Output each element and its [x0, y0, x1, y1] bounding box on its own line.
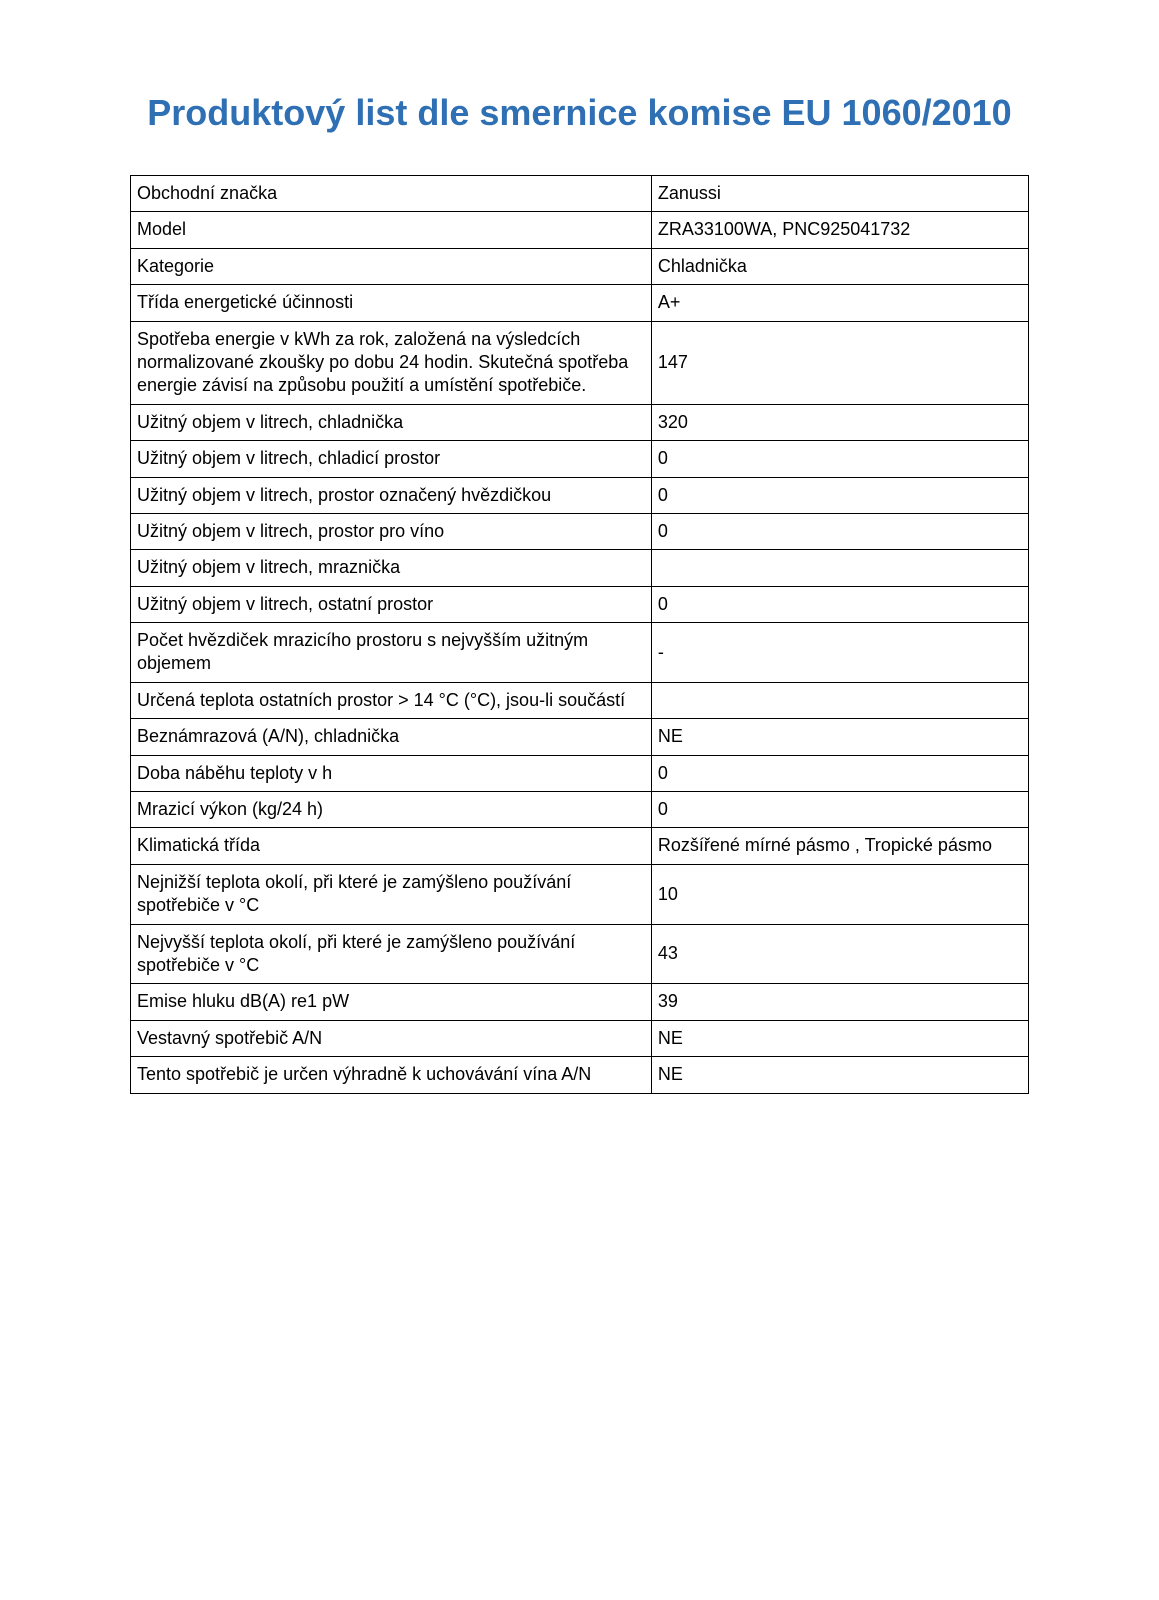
table-row: Užitný objem v litrech, chladicí prostor…	[131, 441, 1029, 477]
table-row: Užitný objem v litrech, prostor pro víno…	[131, 513, 1029, 549]
row-label: Nejnižší teplota okolí, při které je zam…	[131, 864, 652, 924]
row-value	[651, 550, 1028, 586]
table-row: Vestavný spotřebič A/NNE	[131, 1020, 1029, 1056]
row-value: NE	[651, 1020, 1028, 1056]
table-row: Tento spotřebič je určen výhradně k ucho…	[131, 1057, 1029, 1093]
row-label: Tento spotřebič je určen výhradně k ucho…	[131, 1057, 652, 1093]
row-label: Třída energetické účinnosti	[131, 285, 652, 321]
table-row: ModelZRA33100WA, PNC925041732	[131, 212, 1029, 248]
row-label: Užitný objem v litrech, prostor označený…	[131, 477, 652, 513]
page: Produktový list dle smernice komise EU 1…	[0, 0, 1159, 1600]
row-value: Zanussi	[651, 176, 1028, 212]
table-row: Mrazicí výkon (kg/24 h)0	[131, 792, 1029, 828]
product-fiche-table: Obchodní značkaZanussiModelZRA33100WA, P…	[130, 175, 1029, 1094]
row-label: Užitný objem v litrech, prostor pro víno	[131, 513, 652, 549]
row-value: Rozšířené mírné pásmo , Tropické pásmo	[651, 828, 1028, 864]
row-value: ZRA33100WA, PNC925041732	[651, 212, 1028, 248]
row-value: 0	[651, 477, 1028, 513]
row-value: 320	[651, 404, 1028, 440]
table-body: Obchodní značkaZanussiModelZRA33100WA, P…	[131, 176, 1029, 1094]
row-value: 10	[651, 864, 1028, 924]
row-label: Mrazicí výkon (kg/24 h)	[131, 792, 652, 828]
row-value: 43	[651, 924, 1028, 984]
row-value: NE	[651, 719, 1028, 755]
table-row: Určená teplota ostatních prostor > 14 °C…	[131, 682, 1029, 718]
row-label: Vestavný spotřebič A/N	[131, 1020, 652, 1056]
table-row: Beznámrazová (A/N), chladničkaNE	[131, 719, 1029, 755]
table-row: Nejnižší teplota okolí, při které je zam…	[131, 864, 1029, 924]
table-row: Obchodní značkaZanussi	[131, 176, 1029, 212]
row-label: Užitný objem v litrech, chladnička	[131, 404, 652, 440]
table-row: Emise hluku dB(A) re1 pW39	[131, 984, 1029, 1020]
table-row: Doba náběhu teploty v h0	[131, 755, 1029, 791]
table-row: Užitný objem v litrech, ostatní prostor0	[131, 586, 1029, 622]
table-row: Užitný objem v litrech, mraznička	[131, 550, 1029, 586]
row-label: Užitný objem v litrech, mraznička	[131, 550, 652, 586]
row-label: Spotřeba energie v kWh za rok, založená …	[131, 321, 652, 404]
row-label: Doba náběhu teploty v h	[131, 755, 652, 791]
row-label: Beznámrazová (A/N), chladnička	[131, 719, 652, 755]
row-label: Užitný objem v litrech, ostatní prostor	[131, 586, 652, 622]
row-value: 0	[651, 755, 1028, 791]
table-row: Spotřeba energie v kWh za rok, založená …	[131, 321, 1029, 404]
page-title: Produktový list dle smernice komise EU 1…	[130, 90, 1029, 135]
table-row: Nejvyšší teplota okolí, při které je zam…	[131, 924, 1029, 984]
row-label: Kategorie	[131, 248, 652, 284]
row-value: 0	[651, 792, 1028, 828]
row-value: 39	[651, 984, 1028, 1020]
row-label: Užitný objem v litrech, chladicí prostor	[131, 441, 652, 477]
row-label: Obchodní značka	[131, 176, 652, 212]
row-value: NE	[651, 1057, 1028, 1093]
row-value: Chladnička	[651, 248, 1028, 284]
row-value: A+	[651, 285, 1028, 321]
table-row: Počet hvězdiček mrazicího prostoru s nej…	[131, 623, 1029, 683]
row-value: -	[651, 623, 1028, 683]
row-value: 0	[651, 441, 1028, 477]
row-value: 0	[651, 586, 1028, 622]
table-row: Užitný objem v litrech, prostor označený…	[131, 477, 1029, 513]
row-label: Model	[131, 212, 652, 248]
row-label: Klimatická třída	[131, 828, 652, 864]
row-value	[651, 682, 1028, 718]
row-label: Určená teplota ostatních prostor > 14 °C…	[131, 682, 652, 718]
row-label: Nejvyšší teplota okolí, při které je zam…	[131, 924, 652, 984]
row-value: 147	[651, 321, 1028, 404]
table-row: Klimatická třídaRozšířené mírné pásmo , …	[131, 828, 1029, 864]
row-label: Emise hluku dB(A) re1 pW	[131, 984, 652, 1020]
row-label: Počet hvězdiček mrazicího prostoru s nej…	[131, 623, 652, 683]
table-row: Třída energetické účinnostiA+	[131, 285, 1029, 321]
table-row: Užitný objem v litrech, chladnička320	[131, 404, 1029, 440]
row-value: 0	[651, 513, 1028, 549]
table-row: KategorieChladnička	[131, 248, 1029, 284]
